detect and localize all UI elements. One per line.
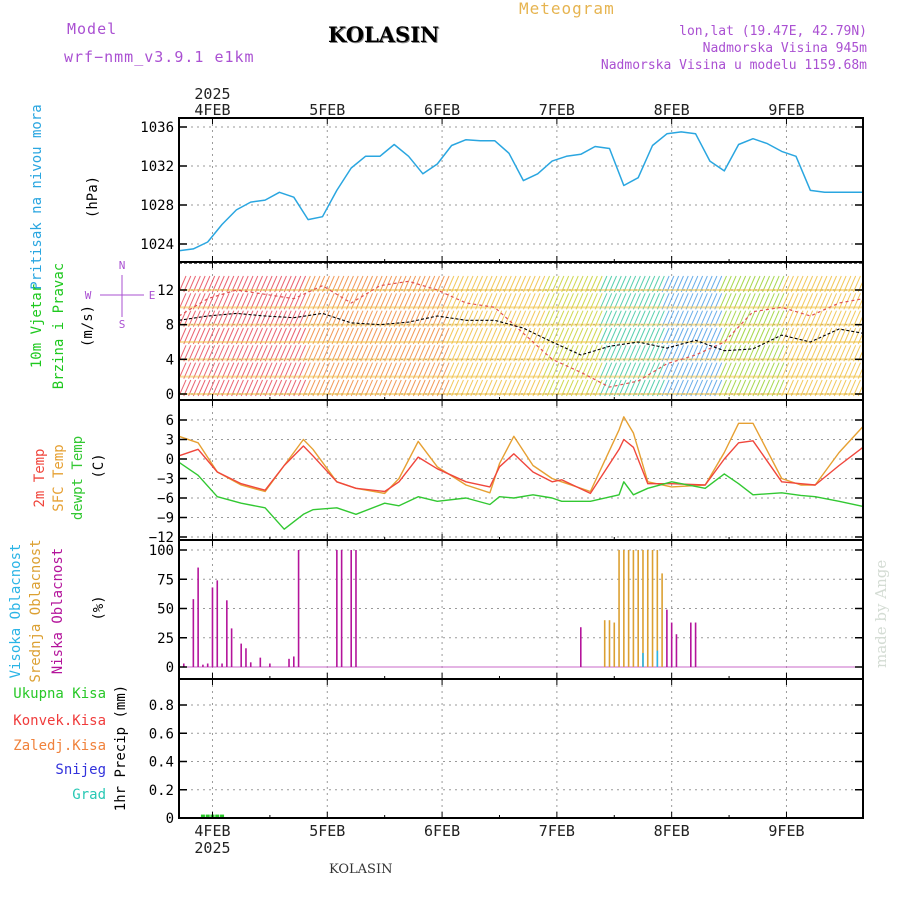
- date-label-bottom: 7FEB: [539, 822, 575, 840]
- compass-n: N: [119, 259, 126, 272]
- location-lonlat: lon,lat (19.47E, 42.79N): [679, 24, 867, 39]
- labels-layer: 4FEB 4FEB 5FEB 5FEB 6FEB 6FEB 7FEB 7FEB 8FEB 8FEB…: [8, 85, 805, 857]
- precip-bar: [200, 814, 205, 818]
- y-tick-label: −6: [157, 491, 174, 507]
- high-cloud-label: Visoka Oblacnost: [8, 544, 24, 679]
- y-tick-label: 0: [166, 387, 174, 403]
- precip-unit-label: 1hr Precip (mm): [113, 685, 129, 811]
- low-cloud-label: Niska Oblacnost: [50, 548, 66, 674]
- date-label-top: 4FEB: [194, 101, 230, 119]
- temp2m-line: [178, 438, 864, 495]
- sfc-temp-label: SFC Temp: [51, 444, 67, 511]
- station-elevation: Nadmorska Visina 945m: [702, 41, 867, 56]
- date-label-top: 8FEB: [654, 101, 690, 119]
- y-tick-label: 1032: [140, 159, 174, 175]
- sfc-temp-line: [178, 416, 864, 495]
- wind-side-label-1: 10m Vjetar: [29, 284, 45, 368]
- date-label-bottom: 5FEB: [309, 822, 345, 840]
- y-tick-label: 100: [149, 543, 174, 559]
- svg-text:made by Angel: made by Angel: [872, 560, 890, 668]
- y-tick-label: 25: [157, 631, 174, 647]
- y-tick-label: 1024: [140, 237, 174, 253]
- date-label-top: 6FEB: [424, 101, 460, 119]
- y-tick-label: 0.4: [149, 755, 174, 771]
- compass-s: S: [119, 318, 126, 331]
- dewpoint-line: [178, 461, 864, 530]
- y-tick-label: −9: [157, 511, 174, 527]
- date-label-bottom: 9FEB: [768, 822, 804, 840]
- date-label-bottom: 6FEB: [424, 822, 460, 840]
- y-tick-label: 0.2: [149, 783, 174, 799]
- pressure-line: [178, 131, 863, 252]
- panel-frame-wind: [178, 261, 864, 401]
- date-label-top: 7FEB: [539, 101, 575, 119]
- compass-e: E: [149, 289, 156, 302]
- y-tick-label: 8: [166, 318, 174, 334]
- model-elevation: Nadmorska Visina u modelu 1159.68m: [600, 58, 867, 73]
- precip-bar: [215, 814, 220, 818]
- y-tick-label: 1028: [140, 198, 174, 214]
- precip-legend-item: Snijeg: [55, 762, 106, 778]
- wind-side-label-2: Brzina i Pravac: [51, 263, 67, 389]
- wind-gust-line: [178, 280, 864, 388]
- y-tick-label: 0.8: [149, 698, 174, 714]
- wind-speed-line: [178, 312, 864, 356]
- dewpt-label: dewpt Temp: [70, 436, 86, 520]
- temp2m-label: 2m Temp: [32, 448, 48, 507]
- cloud-unit-label: (%): [91, 595, 107, 620]
- wind-unit-label: (m/s): [80, 305, 96, 347]
- watermark: made by Angel: [872, 560, 890, 668]
- precip-legend-item: Konvek.Kisa: [13, 713, 106, 729]
- y-tick-label: 0: [166, 811, 174, 827]
- y-tick-label: 50: [157, 602, 174, 618]
- wind-barbs: [179, 275, 863, 397]
- station-title: KOLASIN: [328, 22, 440, 47]
- date-label-bottom: 8FEB: [654, 822, 690, 840]
- axes-layer: [178, 117, 864, 819]
- model-label: Model: [67, 20, 118, 38]
- temp-unit-label: (C): [91, 453, 107, 478]
- pressure-side-label: Pritisak na nivou mora: [29, 104, 45, 289]
- precip-legend-item: Zaledj.Kisa: [13, 738, 106, 754]
- year-label-top: 2025: [194, 85, 230, 103]
- compass-w: W: [85, 289, 92, 302]
- y-tick-label: 3: [166, 433, 174, 449]
- y-tick-label: 75: [157, 572, 174, 588]
- year-label-bottom: 2025: [194, 839, 230, 857]
- panel-frame-cloud: [178, 539, 864, 680]
- y-tick-label: 0: [166, 660, 174, 676]
- model-name: wrf−nmm_v3.9.1 e1km: [64, 48, 255, 66]
- panel-frame-precipitation: [178, 678, 864, 819]
- y-tick-label: −3: [157, 472, 174, 488]
- date-label-bottom: 4FEB: [194, 822, 230, 840]
- date-label-top: 5FEB: [309, 101, 345, 119]
- y-tick-label: 4: [166, 352, 174, 368]
- y-tick-label: 0.6: [149, 726, 174, 742]
- pressure-unit-label: (hPa): [85, 176, 101, 218]
- precip-bar: [220, 814, 225, 818]
- date-label-top: 9FEB: [768, 101, 804, 119]
- y-tick-label: −12: [149, 530, 174, 546]
- y-tick-label: 6: [166, 413, 174, 429]
- y-tick-label: 1036: [140, 120, 174, 136]
- precip-legend-item: Ukupna Kisa: [13, 686, 106, 702]
- y-tick-label: 0: [166, 452, 174, 468]
- mid-cloud-label: Srednja Oblacnost: [28, 539, 44, 682]
- product-title: Meteogram: [519, 0, 615, 18]
- footer-station: KOLASIN: [329, 862, 393, 877]
- panel-frame-pressure: [178, 117, 864, 263]
- precip-legend-item: Grad: [72, 787, 106, 803]
- y-tick-label: 12: [157, 283, 174, 299]
- data-layer: [178, 131, 864, 819]
- precip-bar: [205, 814, 210, 818]
